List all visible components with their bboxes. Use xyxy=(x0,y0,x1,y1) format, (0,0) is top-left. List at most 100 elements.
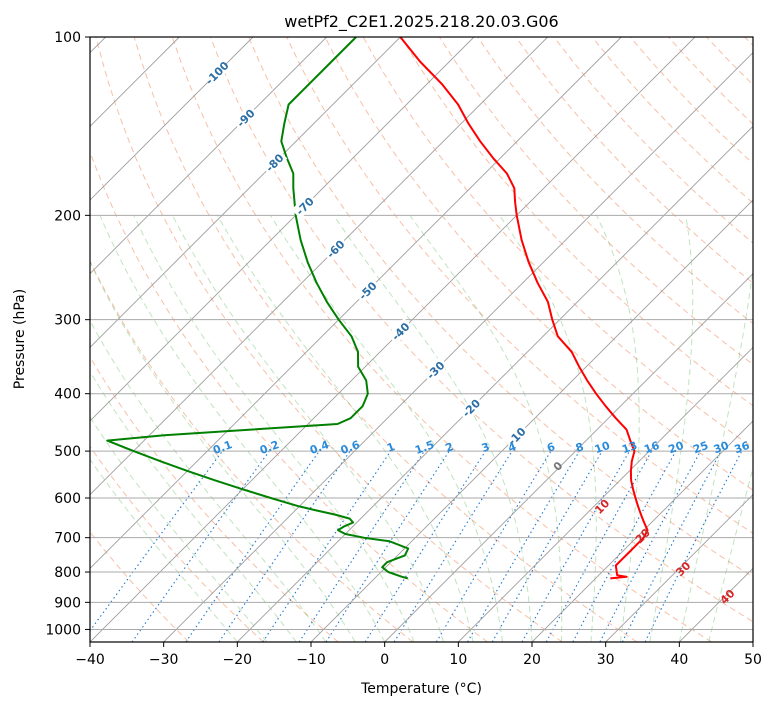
y-tick-label: 600 xyxy=(54,491,81,507)
mixing-ratio-line xyxy=(364,450,486,642)
mixing-ratio-label: 0.4 xyxy=(308,438,331,457)
y-tick-label: 900 xyxy=(54,595,81,611)
x-tick-label: 30 xyxy=(597,652,615,668)
mixing-ratio-line xyxy=(262,450,392,642)
isotherm-line xyxy=(237,125,753,642)
isotherm-label-bg xyxy=(232,104,259,131)
mixing-ratio-label: 1.5 xyxy=(413,438,436,457)
moist-adiabat xyxy=(172,215,445,642)
mixing-ratio-label: 8 xyxy=(574,440,586,455)
mixing-ratio-label: 0.2 xyxy=(258,438,281,457)
isotherm-label-bg xyxy=(261,149,288,176)
isotherm-line xyxy=(90,37,475,422)
x-tick-label: −40 xyxy=(75,652,105,668)
isotherm-line xyxy=(90,37,401,348)
moist-adiabat xyxy=(90,260,356,642)
mixing-ratio-line xyxy=(298,450,425,642)
x-tick-label: −30 xyxy=(149,652,179,668)
moist-adiabat xyxy=(217,215,474,642)
moist-adiabat xyxy=(409,215,563,642)
isotherm-line xyxy=(90,37,254,201)
mixing-ratio-label: 6 xyxy=(545,440,557,455)
mixing-ratio-label: 20 xyxy=(667,439,686,457)
moist-adiabat xyxy=(90,319,327,642)
mixing-ratio-label: 16 xyxy=(642,439,661,457)
y-tick-label: 200 xyxy=(54,208,81,224)
x-axis-title: Temperature (°C) xyxy=(360,681,482,697)
sounding-series xyxy=(106,37,649,580)
mixing-ratio-label: 2 xyxy=(444,440,456,455)
mixing-ratio-line xyxy=(435,450,552,642)
y-tick-label: 300 xyxy=(54,313,81,329)
isotherm-line xyxy=(310,199,753,642)
isotherm-line xyxy=(90,37,548,496)
mixing-ratio-label: 3 xyxy=(480,440,492,455)
moist-adiabat xyxy=(333,215,533,642)
moist-adiabat xyxy=(133,215,415,642)
mixing-ratio-label: 30 xyxy=(712,439,731,457)
dry-adiabat xyxy=(286,37,753,534)
dry-adiabat xyxy=(133,37,638,642)
line-labels: -100-90-80-70-60-50-40-30-20-100.1 0.2 0.4… xyxy=(203,59,752,607)
plot-frame xyxy=(89,36,754,643)
moist-adiabats xyxy=(90,215,753,642)
isotherm-label-bg xyxy=(422,356,449,383)
dry-adiabat xyxy=(210,37,753,623)
moist-adiabat xyxy=(596,215,640,642)
y-tick-label: 500 xyxy=(54,444,81,460)
moist-adiabat xyxy=(678,265,753,642)
x-tick-label: 0 xyxy=(380,652,389,668)
dry-adiabat xyxy=(90,445,264,642)
x-tick-label: −10 xyxy=(296,652,326,668)
mixing-ratio-label: 10 xyxy=(593,439,612,457)
mixing-ratio-label: 13 xyxy=(620,439,639,456)
mixing-ratio-line xyxy=(467,450,580,642)
y-tick-label: 700 xyxy=(54,531,81,547)
mixing-ratio-label: 1 xyxy=(385,440,397,455)
moist-adiabat xyxy=(99,215,386,642)
y-tick-label: 400 xyxy=(54,387,81,403)
x-tick-label: 10 xyxy=(449,652,467,668)
moist-adiabat xyxy=(270,215,503,642)
isotherm-line xyxy=(163,52,753,642)
y-tick-label: 1000 xyxy=(45,622,81,638)
isotherm-line xyxy=(752,641,753,642)
isotherm-line xyxy=(384,273,753,642)
mixing-ratio-line xyxy=(218,450,351,642)
dry-adiabat xyxy=(171,37,712,642)
temperature-profile xyxy=(399,37,649,580)
isotherm-label-bg xyxy=(322,235,349,262)
dry-adiabat xyxy=(324,37,753,491)
mixing-ratio-label: 0.1 xyxy=(211,438,234,457)
moist-adiabat xyxy=(649,215,694,642)
isotherm-line xyxy=(458,346,753,642)
x-tick-label: −20 xyxy=(223,652,253,668)
mixing-ratio-label: 36 xyxy=(733,439,752,457)
mixing-ratio-label: 25 xyxy=(691,439,710,456)
isotherm-line xyxy=(90,37,622,569)
mixing-ratio-line xyxy=(325,450,450,642)
plot-background xyxy=(90,37,753,642)
dewpoint-profile xyxy=(106,37,410,580)
isotherm-label-bg xyxy=(203,59,230,86)
y-tick-label: 800 xyxy=(54,565,81,581)
dry-adiabat xyxy=(515,37,753,284)
x-tick-label: 20 xyxy=(523,652,541,668)
dry-adiabat xyxy=(90,259,414,642)
mixing-ratio-line xyxy=(185,450,320,642)
moist-adiabat xyxy=(90,458,238,642)
isotherm-label-bg xyxy=(503,422,530,450)
y-axis: 100 200 300 400 500 600 700 800 900 1000 xyxy=(45,30,90,638)
x-tick-label: 50 xyxy=(744,652,762,668)
isobar-gridlines xyxy=(90,37,753,630)
dry-adiabat xyxy=(248,37,753,578)
mixing-ratio-label: 4 xyxy=(506,440,518,455)
dry-adiabat xyxy=(95,37,563,642)
isotherm-label-bg xyxy=(291,192,318,219)
mixing-ratio-label: 0.6 xyxy=(339,438,362,457)
isotherm-line xyxy=(531,420,753,642)
isotherm-line xyxy=(90,37,327,275)
isotherm-label-bg xyxy=(354,277,381,304)
